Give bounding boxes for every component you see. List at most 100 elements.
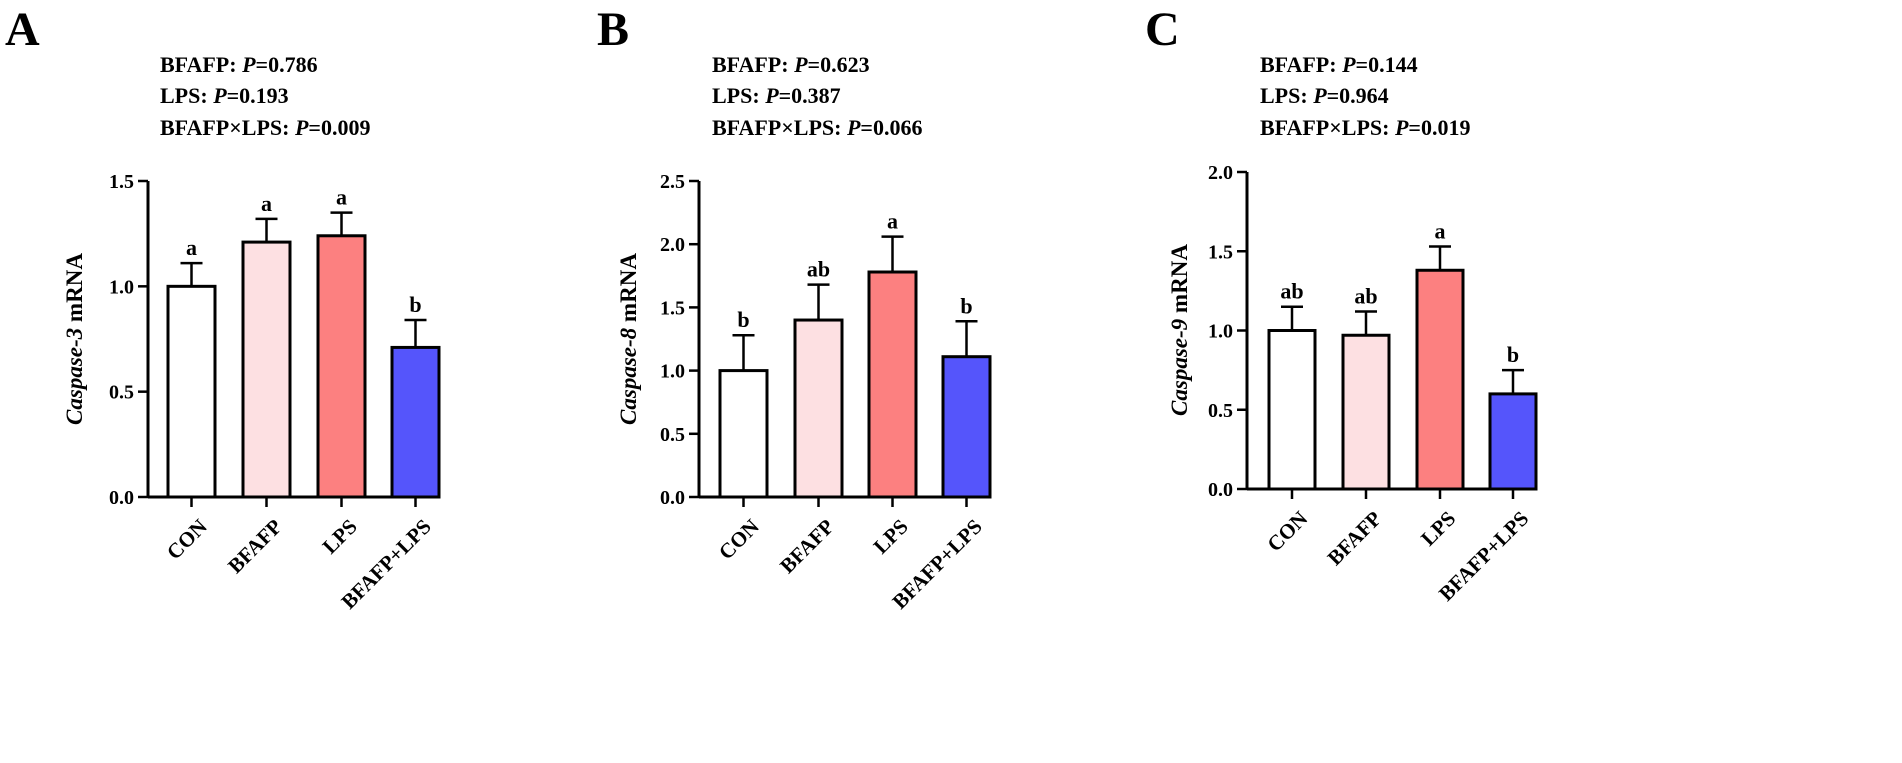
significance-letter: a xyxy=(1435,218,1446,243)
y-tick-label: 0.0 xyxy=(1208,479,1233,501)
stat-p-value: =0.623 xyxy=(808,52,870,77)
y-tick-label: 2.5 xyxy=(660,171,685,193)
bar xyxy=(1415,268,1465,491)
stat-p-value: =0.009 xyxy=(308,115,370,140)
y-axis-label-gene: Caspase-8 xyxy=(616,327,641,425)
stat-p-label: P xyxy=(1312,83,1327,108)
x-tick-label: CON xyxy=(714,514,764,564)
bar xyxy=(941,355,992,499)
y-axis-label-unit: mRNA xyxy=(1167,244,1192,319)
y-tick-label: 1.0 xyxy=(109,276,134,298)
y-tick-label: 1.5 xyxy=(109,171,134,193)
x-tick-label: LPS xyxy=(318,514,362,558)
x-tick-label: LPS xyxy=(869,514,913,558)
stat-p-label: P xyxy=(1394,115,1409,140)
stat-p-label: P xyxy=(1341,52,1356,77)
stat-term: LPS xyxy=(712,83,752,108)
bar xyxy=(316,234,367,499)
panel-letter: A xyxy=(5,3,40,56)
panel-letter: C xyxy=(1145,3,1180,56)
y-axis-label: Caspase-3 mRNA xyxy=(62,253,87,425)
stat-term: LPS xyxy=(1260,83,1300,108)
stat-p-value: =0.786 xyxy=(256,52,318,77)
y-tick-label: 2.0 xyxy=(1208,162,1233,184)
panel-b: B BFAFP: P=0.623 LPS: P=0.387 BFAFP×LPS: P=… xyxy=(597,3,992,614)
y-axis-label-gene: Caspase-3 xyxy=(62,328,87,425)
stat-p-value: =0.066 xyxy=(860,115,922,140)
y-tick-label: 1.0 xyxy=(1208,321,1233,343)
stat-term: BFAFP×LPS xyxy=(712,115,834,140)
y-axis-label: Caspase-9 mRNA xyxy=(1167,244,1192,416)
panel-letter: B xyxy=(597,3,629,56)
significance-letter: b xyxy=(1507,342,1519,367)
y-tick-label: 0.5 xyxy=(1208,400,1233,422)
significance-letter: ab xyxy=(807,257,830,282)
panel-c: C BFAFP: P=0.144 LPS: P=0.964 BFAFP×LPS: P=… xyxy=(1145,3,1538,606)
stat-p-label: P xyxy=(294,115,309,140)
y-tick-label: 0.0 xyxy=(109,487,134,509)
stat-term: BFAFP×LPS xyxy=(160,115,282,140)
bar xyxy=(1341,333,1391,491)
bar xyxy=(1488,392,1538,491)
bar xyxy=(718,369,769,499)
stat-line: BFAFP×LPS: P=0.066 xyxy=(712,115,922,140)
stat-p-value: =0.387 xyxy=(779,83,841,108)
stat-p-value: =0.019 xyxy=(1408,115,1470,140)
stat-line: BFAFP: P=0.144 xyxy=(1260,52,1418,77)
x-tick-label: BFAFP xyxy=(1323,506,1387,570)
stat-p-value: =0.193 xyxy=(227,83,289,108)
significance-letter: a xyxy=(261,191,272,216)
y-axis-label-gene: Caspase-9 xyxy=(1167,318,1192,416)
y-tick-label: 2.0 xyxy=(660,234,685,256)
stat-term: BFAFP xyxy=(712,52,781,77)
stat-p-value: =0.964 xyxy=(1327,83,1389,108)
stat-line: BFAFP: P=0.623 xyxy=(712,52,870,77)
y-tick-label: 1.5 xyxy=(660,297,685,319)
stat-term: BFAFP×LPS xyxy=(1260,115,1382,140)
significance-letter: a xyxy=(887,209,898,234)
stat-line: BFAFP: P=0.786 xyxy=(160,52,318,77)
stat-line: LPS: P=0.964 xyxy=(1260,83,1389,108)
stat-p-label: P xyxy=(793,52,808,77)
x-tick-label: CON xyxy=(1262,506,1312,556)
y-tick-label: 0.0 xyxy=(660,487,685,509)
significance-letter: b xyxy=(737,307,749,332)
y-tick-label: 0.5 xyxy=(660,424,685,446)
stat-p-label: P xyxy=(846,115,861,140)
significance-letter: a xyxy=(186,235,197,260)
significance-letter: ab xyxy=(1354,283,1377,308)
y-tick-label: 1.0 xyxy=(660,361,685,383)
x-tick-label: CON xyxy=(162,514,212,564)
y-axis-label: Caspase-8 mRNA xyxy=(616,253,641,425)
x-tick-label: BFAFP xyxy=(223,514,287,578)
stat-line: BFAFP×LPS: P=0.009 xyxy=(160,115,370,140)
stat-p-label: P xyxy=(241,52,256,77)
stat-line: LPS: P=0.387 xyxy=(712,83,841,108)
stat-line: BFAFP×LPS: P=0.019 xyxy=(1260,115,1470,140)
stat-p-label: P xyxy=(212,83,227,108)
bar xyxy=(867,270,918,499)
stat-p-value: =0.144 xyxy=(1356,52,1418,77)
y-axis-label-unit: mRNA xyxy=(616,253,641,328)
bar xyxy=(793,318,844,499)
significance-letter: a xyxy=(336,185,347,210)
significance-letter: b xyxy=(409,292,421,317)
panel-a: A BFAFP: P=0.786 LPS: P=0.193 BFAFP×LPS: P=… xyxy=(5,3,441,614)
stat-term: BFAFP xyxy=(160,52,229,77)
stat-term: LPS xyxy=(160,83,200,108)
y-tick-label: 1.5 xyxy=(1208,241,1233,263)
y-tick-label: 0.5 xyxy=(109,382,134,404)
bar xyxy=(166,284,217,499)
bar xyxy=(1267,329,1317,491)
bar xyxy=(390,345,441,499)
x-tick-label: LPS xyxy=(1416,506,1460,550)
y-axis-label-unit: mRNA xyxy=(62,253,87,328)
bar xyxy=(241,240,292,499)
stat-line: LPS: P=0.193 xyxy=(160,83,289,108)
stat-p-label: P xyxy=(764,83,779,108)
x-tick-label: BFAFP xyxy=(775,514,839,578)
stat-term: BFAFP xyxy=(1260,52,1329,77)
significance-letter: ab xyxy=(1280,279,1303,304)
significance-letter: b xyxy=(960,293,972,318)
